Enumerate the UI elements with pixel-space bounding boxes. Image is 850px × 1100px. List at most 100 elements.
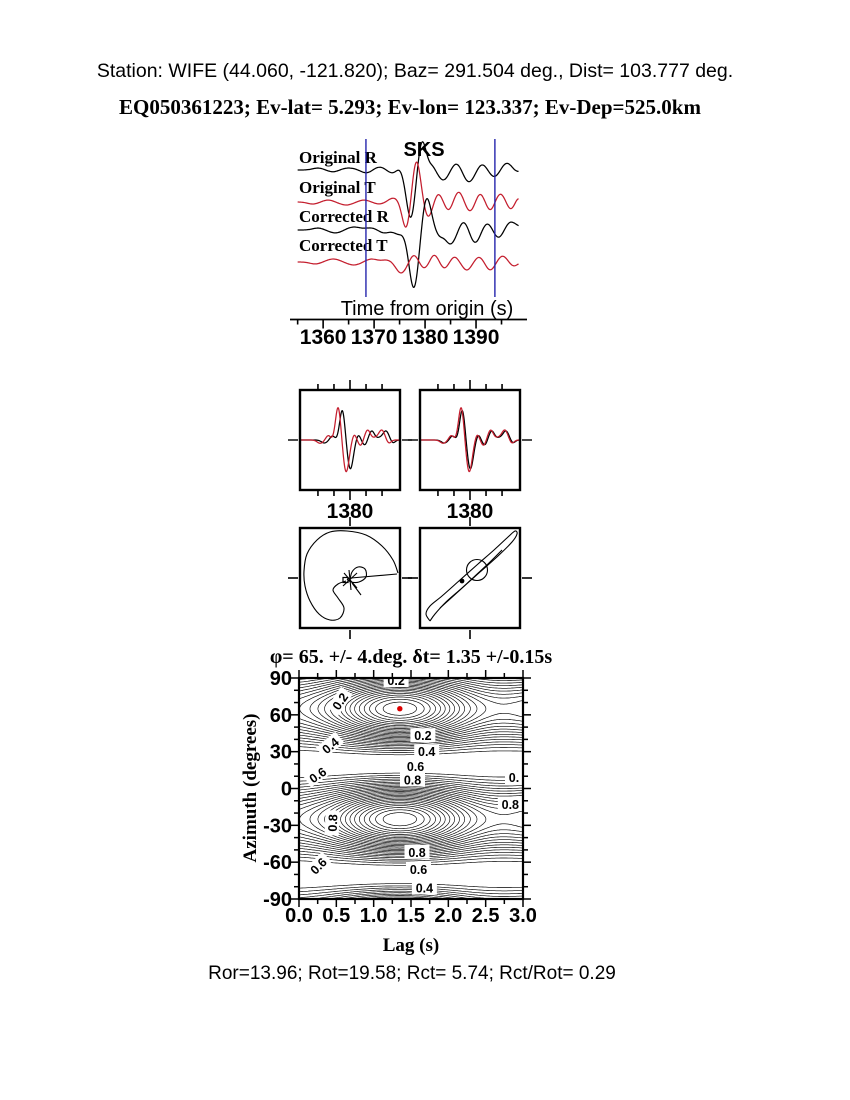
compare-boxes	[288, 380, 532, 500]
contour-label-bg	[400, 772, 425, 787]
contour-label: 0.6	[403, 758, 428, 774]
contour-label: 0.	[505, 770, 523, 785]
azimuth-tick-label: -60	[263, 852, 292, 874]
misfit-axes: 0.0 0.5 1.0 1.5 2.0 2.5 3.0 90 60 30 0 -30 -60 -90	[263, 668, 537, 927]
azimuth-tick-label: -90	[263, 889, 292, 911]
contour-label-bg	[410, 728, 436, 743]
compare-box-right	[408, 380, 532, 500]
contour-label-bg	[497, 797, 523, 811]
azimuth-tick-label: 0	[281, 779, 292, 801]
box-frame	[298, 526, 402, 630]
misfit-title: φ= 65. +/- 4.deg. δt= 1.35 +/-0.15s	[270, 646, 553, 668]
azimuth-axis-label: Azimuth (degrees)	[240, 714, 261, 863]
svg-text:0.4: 0.4	[416, 882, 433, 896]
svg-text:0.8: 0.8	[404, 773, 421, 787]
svg-text:0.: 0.	[509, 771, 519, 785]
lag-axis-label: Lag (s)	[383, 935, 439, 956]
misfit-contour-panel: φ= 65. +/- 4.deg. δt= 1.35 +/-0.15s 0.2 0…	[240, 646, 552, 956]
pm-circle	[465, 558, 489, 582]
lag-tick-label: 1.0	[360, 905, 388, 927]
trace-label-corrected-t: Corrected T	[299, 236, 388, 255]
pm-cross-stroke	[348, 569, 352, 591]
compare-left-tick-label: 1380	[327, 500, 374, 523]
azimuth-tick-label: -30	[263, 815, 292, 837]
seismogram-panel: SKS Original R Original T Corrected R Co…	[290, 139, 527, 349]
phase-label: SKS	[403, 139, 444, 161]
particle-motion-left	[288, 517, 412, 639]
compare-trace-red	[421, 407, 519, 473]
best-splitting-dot	[397, 705, 403, 712]
box-frame	[418, 388, 522, 492]
time-axis: 1360 1370 1380 1390	[290, 318, 527, 349]
contour-label-bg	[326, 686, 353, 716]
contour-value-labels: 0.20.20.20.4 0.40.60.6 0.8 0.0.80.80.80.6 0.…	[303, 674, 523, 896]
azimuth-tick-label: 30	[270, 742, 292, 764]
contour-label: 0.8	[497, 797, 523, 812]
pm-square-marker	[342, 576, 349, 584]
svg-text:0.6: 0.6	[407, 760, 424, 774]
contour-label-bg	[324, 810, 340, 836]
window-compare-panel: 1380 1380	[288, 380, 532, 523]
svg-text:0.8: 0.8	[408, 846, 425, 860]
svg-text:0.8: 0.8	[502, 798, 519, 812]
lag-tick-label: 2.5	[472, 905, 500, 927]
particle-motion-right	[408, 517, 532, 639]
contour-label: 0.2	[410, 728, 436, 743]
contour-label-bg	[406, 862, 431, 876]
svg-text:0.2: 0.2	[387, 674, 404, 688]
pm-inner-line	[439, 549, 503, 609]
lag-tick-label: 2.0	[434, 905, 462, 927]
contour-label-bg	[316, 731, 345, 759]
trace-original-t	[297, 161, 519, 228]
time-axis-label: Time from origin (s)	[341, 298, 514, 320]
lag-tick-label: 0.0	[285, 905, 313, 927]
pm-tail	[351, 582, 362, 596]
energy-ratio-stats: Ror=13.96; Rot=19.58; Rct= 5.74; Rct/Rot…	[208, 963, 616, 984]
contour-label-bg	[414, 744, 440, 759]
lag-tick-label: 3.0	[509, 905, 537, 927]
pm-horizontal-line	[350, 573, 398, 579]
contour-label: 0.6	[304, 851, 332, 880]
time-tick-label: 1370	[351, 326, 398, 349]
trace-corrected-r	[297, 198, 519, 289]
box-frame	[418, 526, 522, 630]
contour-label-bg	[404, 844, 430, 859]
contour-label: 0.8	[400, 772, 425, 787]
svg-text:0.4: 0.4	[418, 745, 435, 759]
contour-label: 0.8	[404, 844, 430, 860]
pm-dot-marker	[459, 578, 465, 584]
contour-label-bg	[303, 761, 332, 788]
pm-orbit	[303, 530, 399, 621]
trace-original-r	[297, 141, 519, 218]
contour-label-bg	[383, 678, 409, 687]
box-frame	[298, 388, 402, 492]
contour-label-bg	[403, 758, 428, 773]
contour-label: 0.8	[324, 810, 341, 836]
contour-label: 0.4	[414, 744, 440, 759]
event-title: EQ050361223; Ev-lat= 5.293; Ev-lon= 123.…	[119, 95, 701, 119]
compare-trace-black	[301, 410, 399, 470]
svg-text:0.6: 0.6	[410, 863, 427, 877]
contour-label-bg	[411, 880, 437, 895]
svg-text:0.8: 0.8	[326, 814, 341, 832]
azimuth-tick-label: 90	[270, 668, 292, 690]
contour-label: 0.4	[411, 880, 437, 896]
pm-orbit	[425, 530, 518, 622]
compare-trace-red	[301, 407, 399, 473]
trace-label-corrected-r: Corrected R	[299, 207, 390, 226]
time-tick-label: 1360	[300, 326, 347, 349]
station-title: Station: WIFE (44.060, -121.820); Baz= 2…	[97, 60, 733, 82]
contour-label-bg	[304, 851, 332, 880]
contour-frame	[297, 676, 525, 901]
compare-box-left	[288, 380, 412, 500]
trace-label-original-r: Original R	[299, 148, 378, 167]
time-tick-label: 1390	[453, 326, 500, 349]
azimuth-tick-label: 60	[270, 705, 292, 727]
compare-right-tick-label: 1380	[447, 500, 494, 523]
lag-tick-label: 1.5	[397, 905, 425, 927]
trace-label-original-t: Original T	[299, 178, 376, 197]
time-tick-label: 1380	[402, 326, 449, 349]
trace-corrected-t	[297, 254, 519, 274]
